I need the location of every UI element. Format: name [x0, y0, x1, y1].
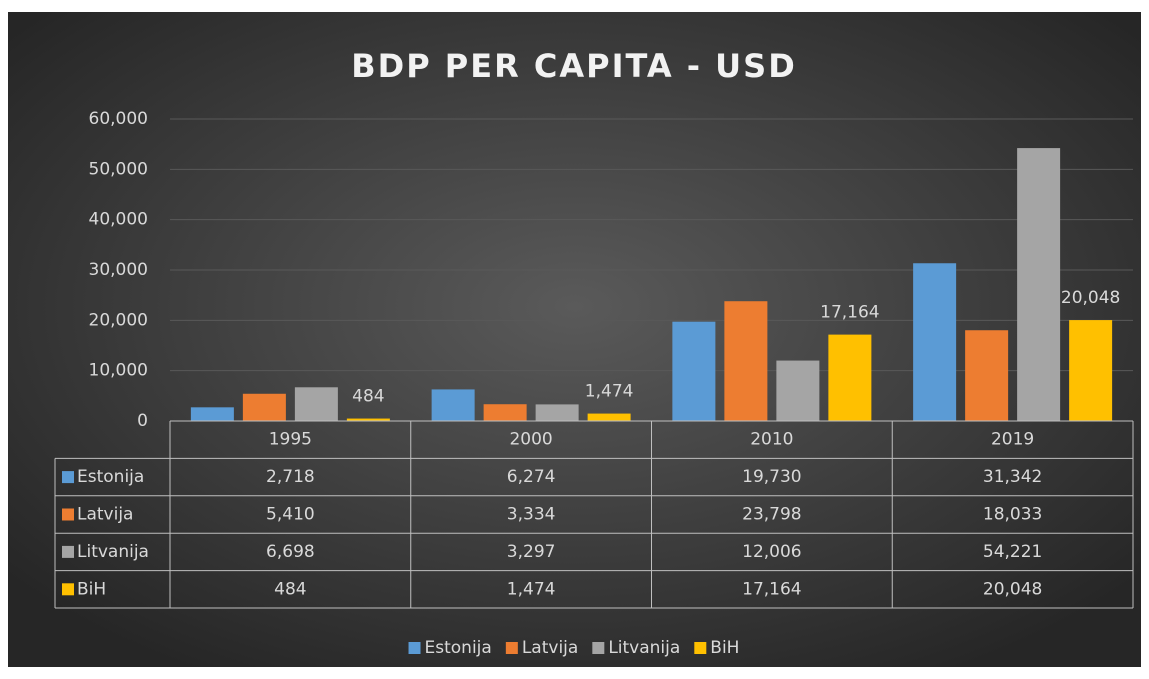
data-label: 17,164 [820, 303, 879, 323]
table-cell: 23,798 [742, 505, 801, 525]
table-cell: 6,698 [266, 542, 315, 562]
bar [965, 330, 1009, 421]
table-cell: 18,033 [983, 505, 1042, 525]
legend-key [592, 642, 605, 654]
legend-label: Latvija [522, 638, 578, 658]
table-cell: 17,164 [742, 579, 801, 599]
bar [828, 334, 872, 421]
bar [190, 407, 234, 421]
bar [913, 263, 957, 421]
table-cell: 12,006 [742, 542, 801, 562]
y-tick-label: 0 [137, 411, 148, 431]
y-tick-label: 20,000 [89, 310, 148, 330]
legend-key [408, 642, 421, 654]
legend-label: Litvanija [608, 638, 680, 658]
bar [672, 321, 716, 421]
y-tick-label: 40,000 [89, 210, 148, 230]
data-label: 20,048 [1061, 288, 1120, 308]
table-cell: 20,048 [983, 579, 1042, 599]
y-tick-label: 60,000 [89, 109, 148, 129]
legend-label: Estonija [425, 638, 492, 658]
bar [587, 413, 631, 421]
table-row-label: Latvija [77, 505, 133, 525]
table-cell: 1,474 [507, 579, 556, 599]
table-cell: 19,730 [742, 467, 801, 487]
x-tick-label: 2000 [509, 430, 552, 450]
bar [346, 418, 390, 421]
table-row-label: Litvanija [77, 542, 149, 562]
bar [776, 360, 820, 421]
table-cell: 3,334 [507, 505, 556, 525]
y-tick-label: 10,000 [89, 361, 148, 381]
table-cell: 31,342 [983, 467, 1042, 487]
x-tick-label: 2019 [991, 430, 1034, 450]
table-cell: 3,297 [507, 542, 556, 562]
table-row-label: BiH [77, 579, 106, 599]
table-legend-key [62, 471, 74, 484]
data-label: 484 [352, 387, 384, 407]
bar [535, 404, 579, 421]
table-cell: 2,718 [266, 467, 315, 487]
chart-title: BDP PER CAPITA - USD [351, 47, 797, 85]
table-row-label: Estonija [77, 467, 144, 487]
data-label: 1,474 [585, 382, 634, 402]
table-legend-key [62, 508, 74, 521]
bar [294, 387, 338, 421]
y-tick-label: 50,000 [89, 159, 148, 179]
y-tick-label: 30,000 [89, 260, 148, 280]
table-cell: 6,274 [507, 467, 556, 487]
legend-label: BiH [710, 638, 739, 658]
table-legend-key [62, 583, 74, 596]
x-tick-label: 2010 [750, 430, 793, 450]
legend-key [505, 642, 518, 654]
bar [724, 301, 768, 421]
bar [431, 389, 475, 421]
table-cell: 54,221 [983, 542, 1042, 562]
table-cell: 5,410 [266, 505, 315, 525]
table-cell: 484 [274, 579, 306, 599]
bar [483, 404, 527, 421]
bar [1069, 320, 1113, 421]
legend-key [694, 642, 707, 654]
bar [1017, 148, 1061, 421]
bar [242, 393, 286, 421]
x-tick-label: 1995 [269, 430, 312, 450]
table-legend-key [62, 545, 74, 558]
